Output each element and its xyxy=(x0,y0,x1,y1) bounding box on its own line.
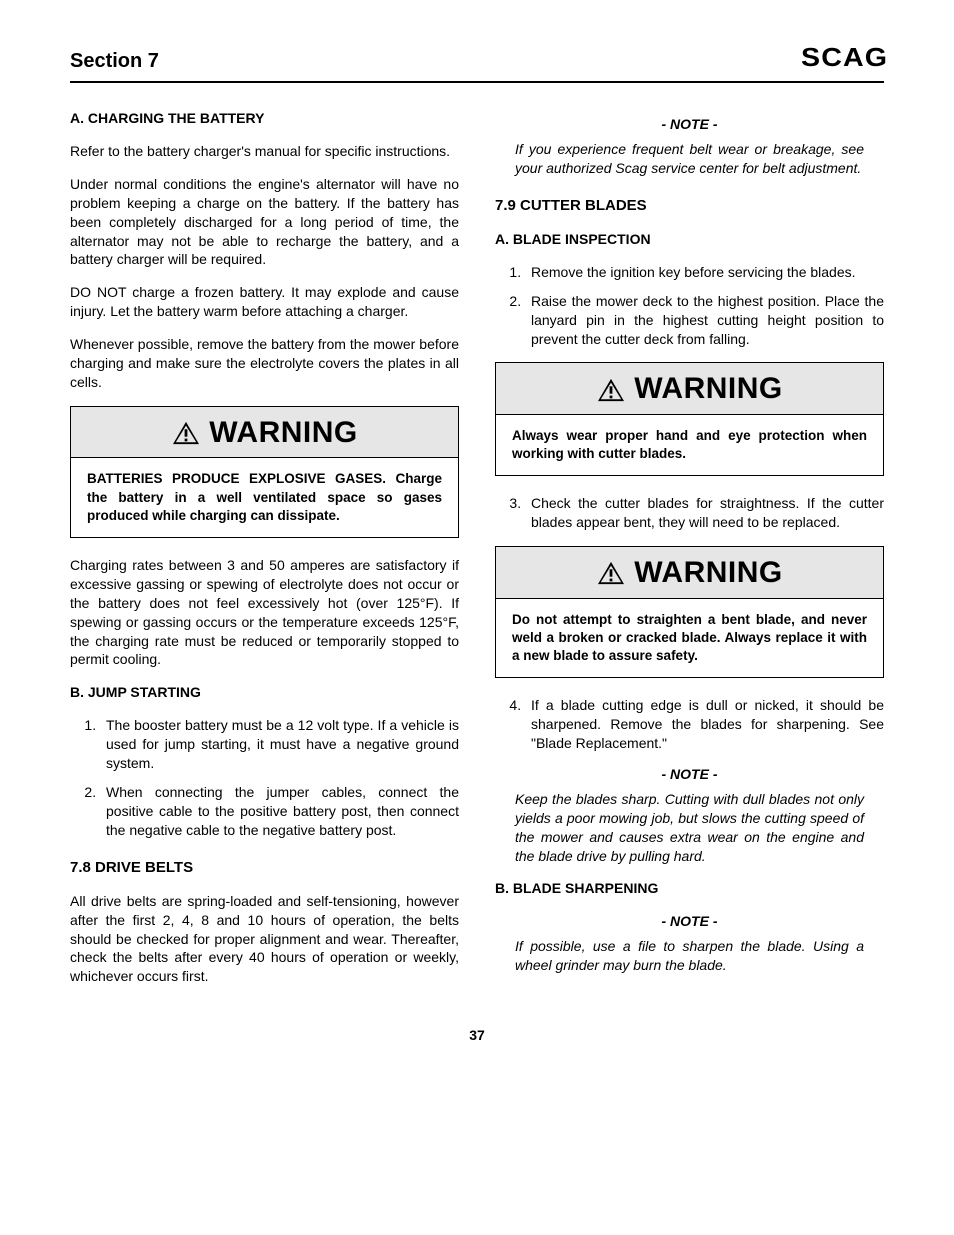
note-body: If possible, use a file to sharpen the b… xyxy=(515,937,864,975)
brand-logo: SCAG xyxy=(801,40,888,75)
para: Under normal conditions the engine's alt… xyxy=(70,175,459,269)
list-item: If a blade cutting edge is dull or nicke… xyxy=(525,696,884,753)
warning-body: Always wear proper hand and eye protecti… xyxy=(496,415,883,475)
right-column: - NOTE - If you experience frequent belt… xyxy=(495,105,884,1000)
heading-blade-sharpening: B. BLADE SHARPENING xyxy=(495,879,884,898)
heading-jump-starting: B. JUMP STARTING xyxy=(70,683,459,702)
blade-inspection-list-3: Check the cutter blades for straightness… xyxy=(495,494,884,532)
warning-box-batteries: WARNING BATTERIES PRODUCE EXPLOSIVE GASE… xyxy=(70,406,459,538)
warning-triangle-icon xyxy=(596,560,626,586)
heading-drive-belts: 7.8 DRIVE BELTS xyxy=(70,858,459,878)
page-number: 37 xyxy=(70,1026,884,1045)
warning-box-hand-eye: WARNING Always wear proper hand and eye … xyxy=(495,362,884,476)
blade-inspection-list-4: If a blade cutting edge is dull or nicke… xyxy=(495,696,884,753)
warning-header: WARNING xyxy=(71,407,458,459)
jump-start-list: The booster battery must be a 12 volt ty… xyxy=(70,716,459,839)
warning-body: Do not attempt to straighten a bent blad… xyxy=(496,599,883,678)
para: Whenever possible, remove the battery fr… xyxy=(70,335,459,392)
para: Charging rates between 3 and 50 amperes … xyxy=(70,556,459,669)
note-title: - NOTE - xyxy=(495,115,884,134)
note-body: Keep the blades sharp. Cutting with dull… xyxy=(515,790,864,866)
page-header: Section 7 SCAG xyxy=(70,40,884,83)
warning-triangle-icon xyxy=(171,420,201,446)
list-item: When connecting the jumper cables, conne… xyxy=(100,783,459,840)
list-item: Raise the mower deck to the highest posi… xyxy=(525,292,884,349)
left-column: A. CHARGING THE BATTERY Refer to the bat… xyxy=(70,105,459,1000)
para: Refer to the battery charger's manual fo… xyxy=(70,142,459,161)
heading-cutter-blades: 7.9 CUTTER BLADES xyxy=(495,196,884,216)
warning-header: WARNING xyxy=(496,547,883,599)
blade-inspection-list-12: Remove the ignition key before servicing… xyxy=(495,263,884,349)
para: All drive belts are spring-loaded and se… xyxy=(70,892,459,986)
warning-label: WARNING xyxy=(209,413,358,454)
warning-box-bent-blade: WARNING Do not attempt to straighten a b… xyxy=(495,546,884,678)
para: DO NOT charge a frozen battery. It may e… xyxy=(70,283,459,321)
warning-header: WARNING xyxy=(496,363,883,415)
warning-label: WARNING xyxy=(634,553,783,594)
heading-charging-battery: A. CHARGING THE BATTERY xyxy=(70,109,459,128)
heading-blade-inspection: A. BLADE INSPECTION xyxy=(495,230,884,249)
warning-triangle-icon xyxy=(596,377,626,403)
section-title: Section 7 xyxy=(70,48,159,75)
note-title: - NOTE - xyxy=(495,765,884,784)
note-body: If you experience frequent belt wear or … xyxy=(515,140,864,178)
content-columns: A. CHARGING THE BATTERY Refer to the bat… xyxy=(70,105,884,1000)
note-title: - NOTE - xyxy=(495,912,884,931)
list-item: Check the cutter blades for straightness… xyxy=(525,494,884,532)
warning-label: WARNING xyxy=(634,369,783,410)
list-item: Remove the ignition key before servicing… xyxy=(525,263,884,282)
warning-body: BATTERIES PRODUCE EXPLOSIVE GASES. Charg… xyxy=(71,458,458,537)
list-item: The booster battery must be a 12 volt ty… xyxy=(100,716,459,773)
